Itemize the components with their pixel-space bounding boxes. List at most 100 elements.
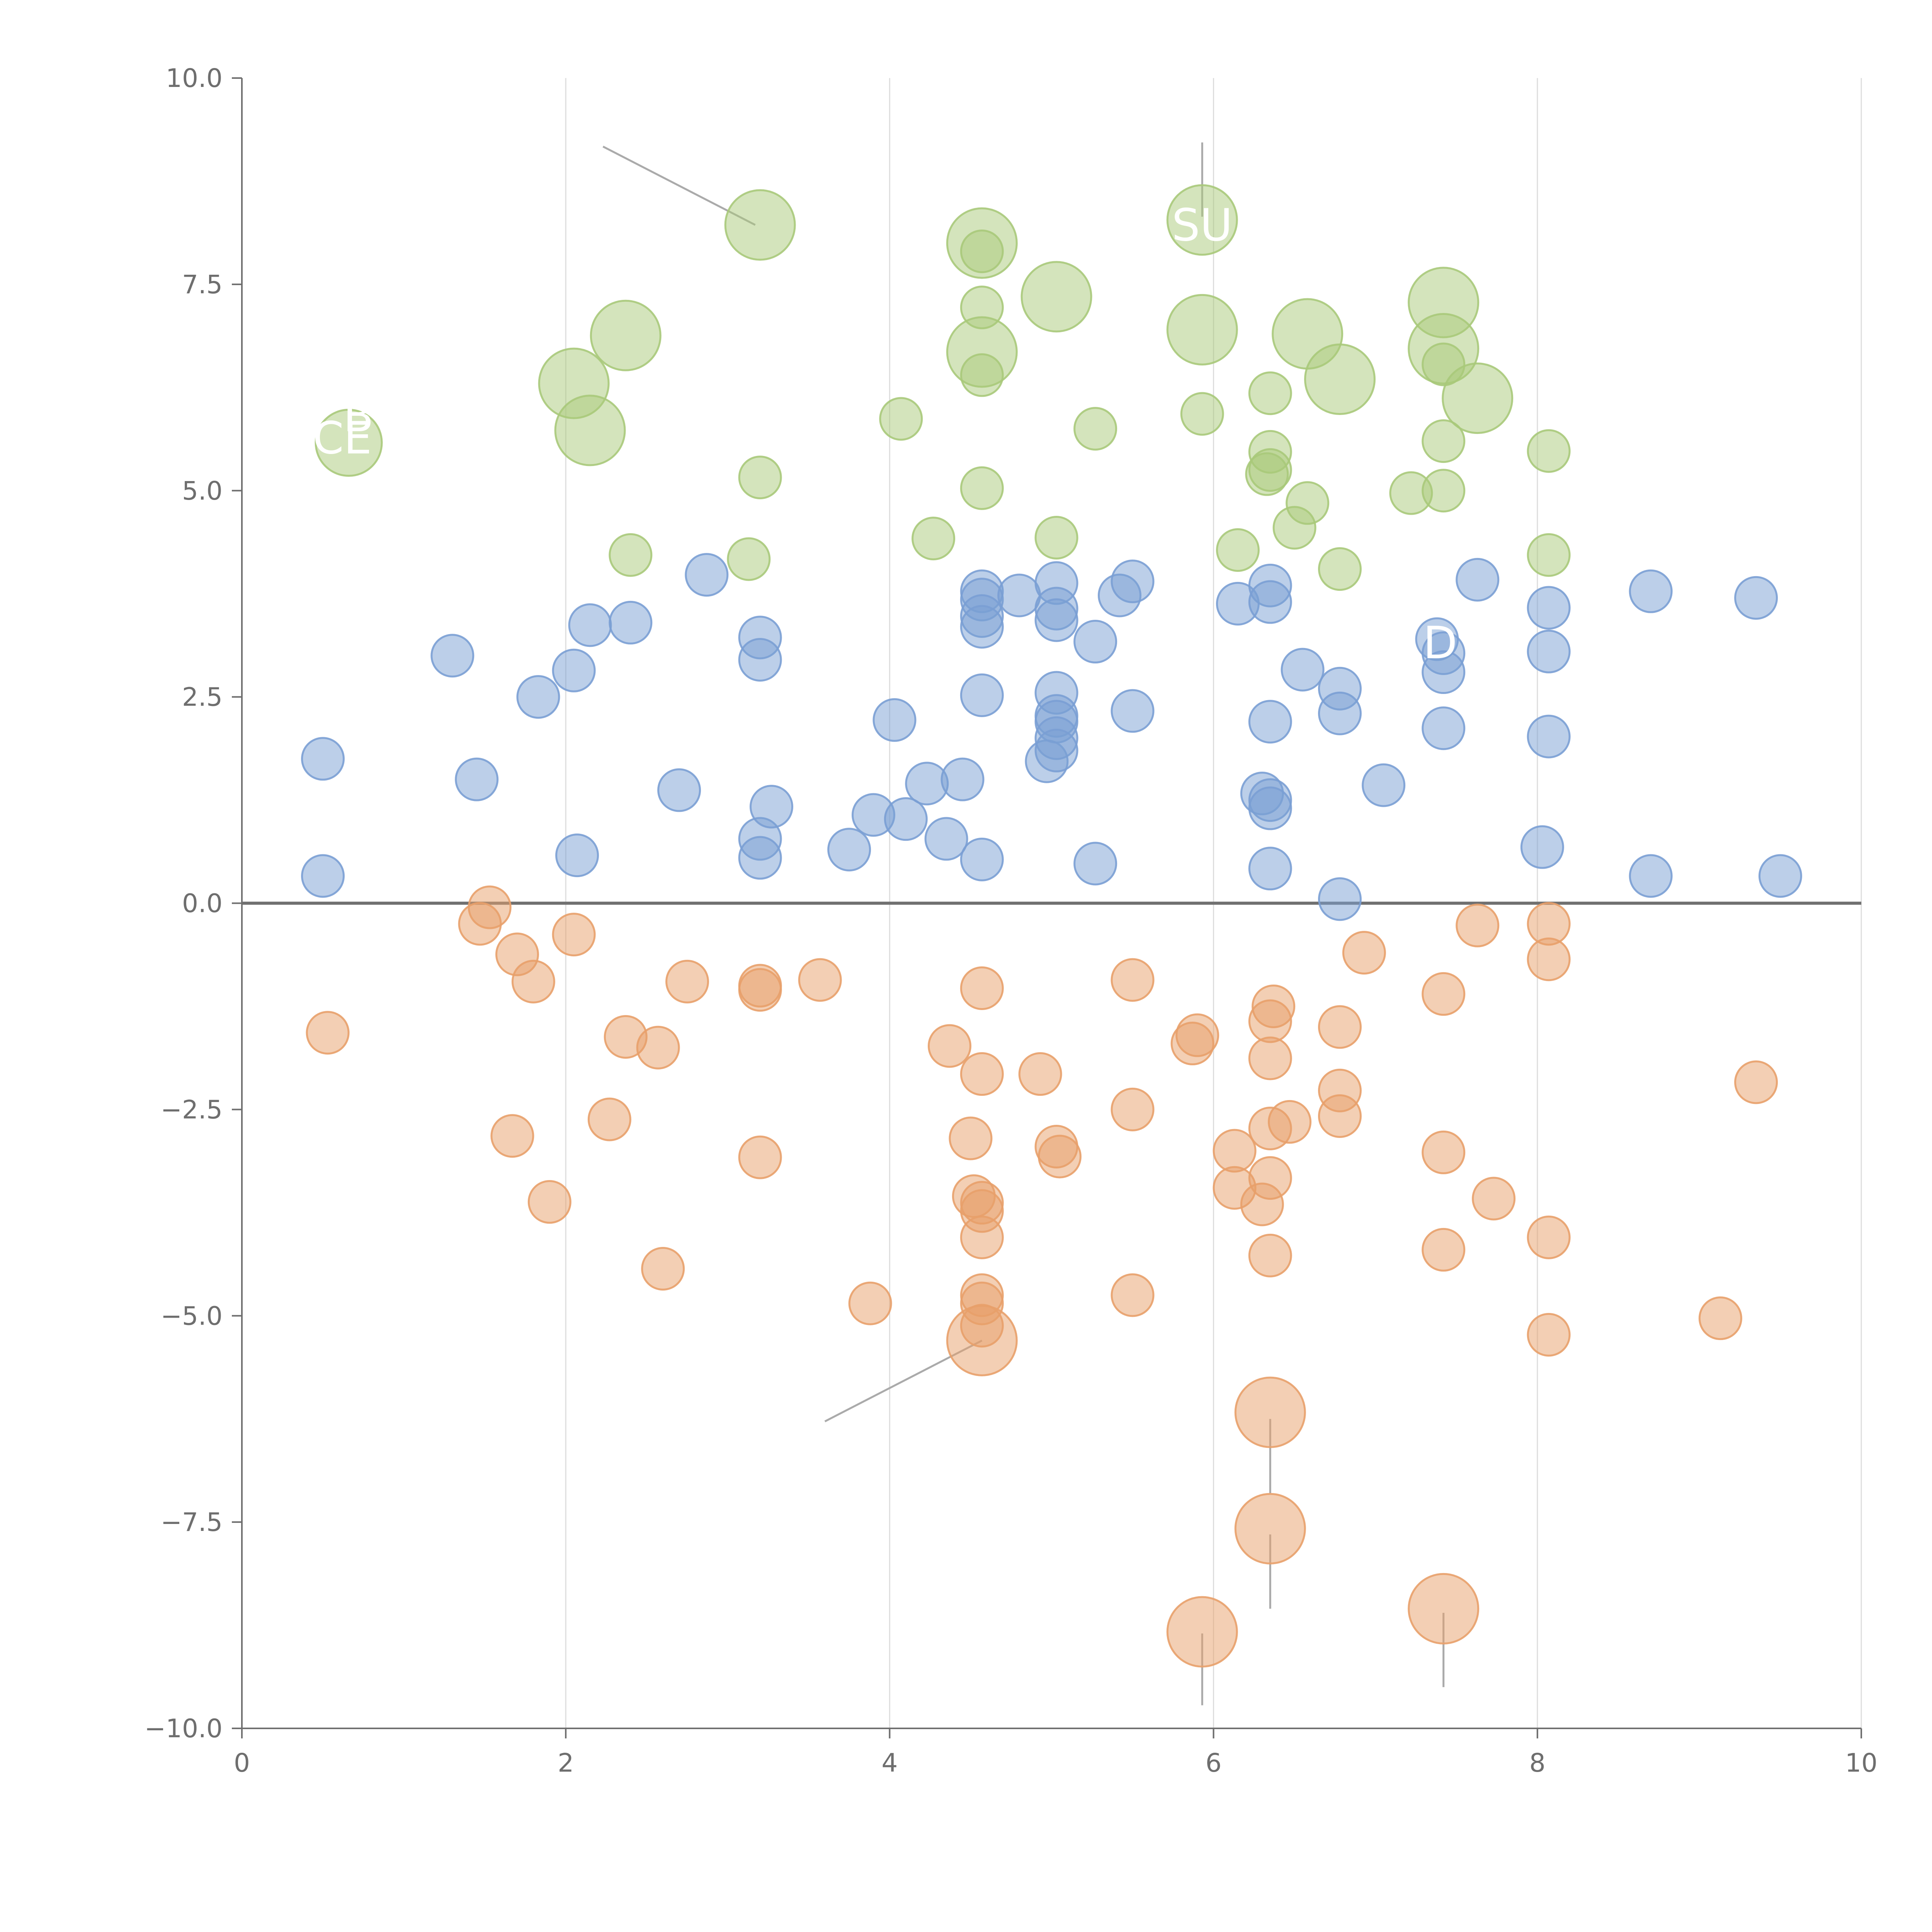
orange-point [511,959,555,1003]
blue-point [1527,586,1571,630]
green-point [1248,371,1292,415]
orange-point [960,1215,1004,1259]
orange-point [798,958,842,1002]
green-point [960,229,1004,273]
y-tick-label: −7.5 [161,1507,223,1537]
orange-point [1734,1060,1778,1104]
y-tick-label: −10.0 [145,1714,223,1743]
green-point [609,533,653,577]
blue-point [1248,700,1292,744]
blue-point [1456,558,1500,602]
blue-point [552,648,596,692]
x-tick-label: 4 [881,1748,898,1778]
orange-point [949,1116,993,1160]
x-tick-label: 2 [558,1748,574,1778]
green-point [1422,469,1466,513]
blue-point [1422,650,1466,694]
blue-point [301,854,345,898]
orange-point [1240,1182,1284,1226]
green-point [1442,362,1514,434]
blue-point [924,817,968,861]
orange-point [1248,1036,1292,1080]
orange-point [1213,1129,1257,1173]
blue-point [1527,629,1571,673]
blue-point [1318,691,1362,735]
green-point [1180,392,1224,436]
green-point [724,189,796,261]
green-point [960,353,1004,397]
x-tick-label: 0 [234,1748,250,1778]
blue-point [430,634,474,678]
green-point [727,537,771,581]
green-point [960,466,1004,510]
blue-point [1527,714,1571,759]
green-point [1073,407,1117,451]
orange-point [1111,1273,1155,1317]
x-tick-label: 6 [1206,1748,1222,1778]
orange-point [1018,1052,1062,1096]
blue-point [1034,598,1078,642]
orange-point [1408,1573,1480,1645]
orange-point [552,913,596,957]
blue-point [1281,648,1325,692]
green-point [738,456,782,500]
blue-point [555,833,599,878]
blue-point [1422,706,1466,750]
orange-point [1318,1005,1362,1049]
blue-point [1073,842,1117,886]
blue-point [455,757,499,801]
orange-point [1268,1100,1312,1144]
blue-point [1362,763,1406,807]
blue-point [738,836,782,880]
x-tick-label: 8 [1529,1748,1546,1778]
orange-point [636,1026,680,1070]
orange-point [1037,1134,1082,1179]
blue-point [1758,854,1802,898]
blue-point [1520,825,1564,869]
orange-point [587,1097,631,1141]
blue-point [301,737,345,781]
green-point [1216,528,1260,572]
orange-point [960,966,1004,1010]
orange-point [1422,972,1466,1016]
orange-point [1248,999,1292,1043]
green-point [1166,184,1238,256]
blue-point [1318,877,1362,921]
blue-point [1034,728,1078,772]
orange-point [641,1247,685,1291]
y-tick-label: −2.5 [161,1095,223,1124]
orange-point [1170,1022,1214,1066]
blue-point [1248,786,1292,830]
orange-point [1527,1313,1571,1357]
blue-point [685,553,729,597]
blue-point [738,638,782,682]
blue-point [749,785,793,829]
blue-point [872,698,917,742]
blue-point [568,603,612,647]
blue-point [960,673,1004,717]
orange-point [1248,1233,1292,1277]
orange-point [1342,931,1386,975]
blue-point [1629,854,1673,898]
green-point [1020,261,1092,333]
orange-point [468,885,512,929]
orange-point [1234,1376,1306,1448]
green-point [1034,515,1078,560]
blue-point [884,797,928,841]
y-tick-label: 7.5 [182,270,223,299]
orange-point [527,1180,571,1224]
y-tick-label: 5.0 [182,476,223,506]
green-point [1286,481,1330,525]
blue-point [960,605,1004,649]
orange-point [960,1052,1004,1096]
green-point [1527,533,1571,577]
bubble-labels: SU BCE D [313,200,1457,669]
green-point [912,517,956,561]
blue-point [1111,689,1155,733]
orange-point [1698,1296,1742,1340]
green-point [879,397,923,441]
orange-point [1472,1177,1516,1221]
green-point [554,395,626,466]
blue-point [1734,576,1778,620]
blue-point [657,768,701,812]
